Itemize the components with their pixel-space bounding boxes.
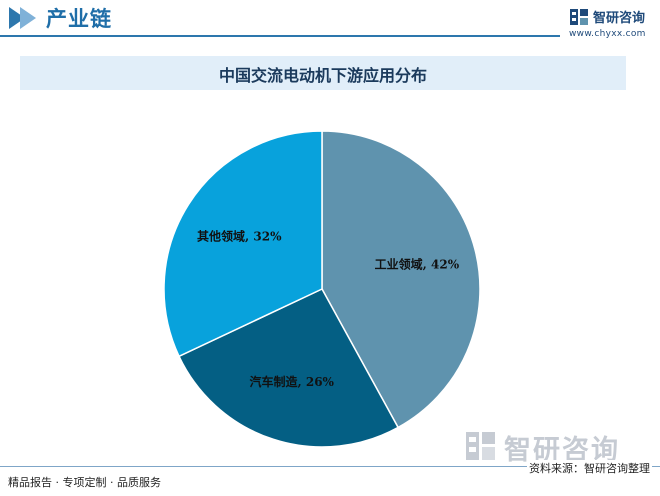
header-title: 产业链 xyxy=(46,7,112,31)
pie-slice-label-0: 工业领域, 42% xyxy=(375,257,460,272)
brand: 智研咨询 www.chyxx.com xyxy=(569,5,660,41)
page-header: 产业链 智研咨询 www.chyxx.com xyxy=(0,0,660,40)
brand-name: 智研咨询 xyxy=(593,11,646,26)
chart-title: 中国交流电动机下游应用分布 xyxy=(218,66,427,85)
chart-logo-icon xyxy=(570,9,588,25)
header-divider xyxy=(0,35,560,37)
brand-url: www.chyxx.com xyxy=(569,29,646,39)
pie-slice-2 xyxy=(163,130,323,358)
header-bullet-icon xyxy=(9,7,36,29)
footer-divider xyxy=(0,466,660,467)
chart-title-band: 中国交流电动机下游应用分布 xyxy=(20,56,626,90)
watermark-logo-icon xyxy=(466,432,495,460)
pie-slice-1 xyxy=(178,288,400,448)
pie-slice-label-1: 汽车制造, 26% xyxy=(249,374,334,389)
footer-tagline: 精品报告 · 专项定制 · 品质服务 xyxy=(8,476,161,489)
pie-slice-0 xyxy=(321,130,481,429)
footer-source: 资料来源：智研咨询整理 xyxy=(527,460,652,476)
pie-slice-label-2: 其他领域, 32% xyxy=(197,229,282,244)
